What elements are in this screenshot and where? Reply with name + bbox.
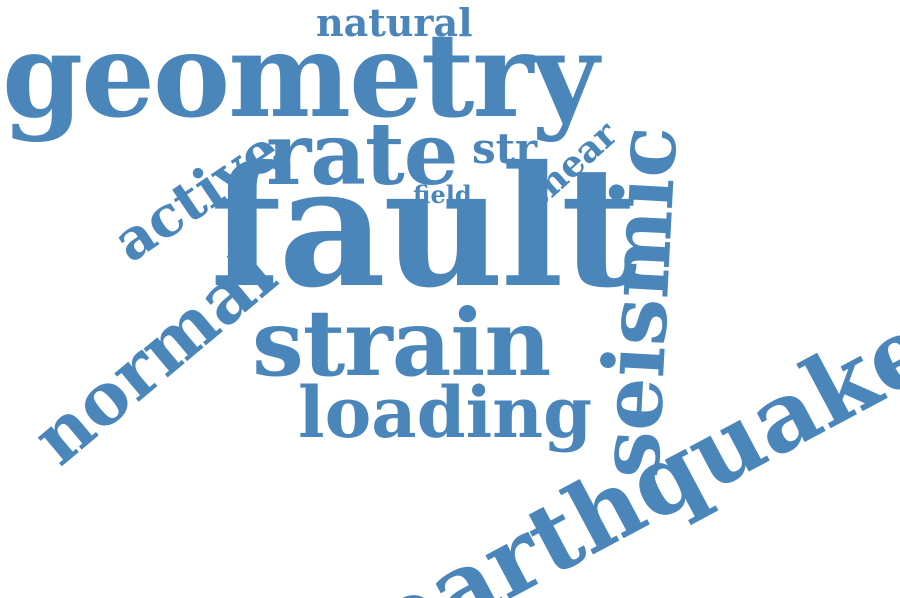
word-fault: fault (210, 130, 637, 325)
word-str: str (472, 124, 538, 173)
word-strain: strain (252, 289, 551, 397)
word-natural: natural (316, 0, 473, 45)
word-rate: rate (266, 104, 458, 205)
word-field: field (413, 180, 472, 209)
word-normal: normal (16, 230, 292, 481)
word-loading: loading (298, 371, 593, 454)
word-geometry: geometry (2, 8, 599, 144)
